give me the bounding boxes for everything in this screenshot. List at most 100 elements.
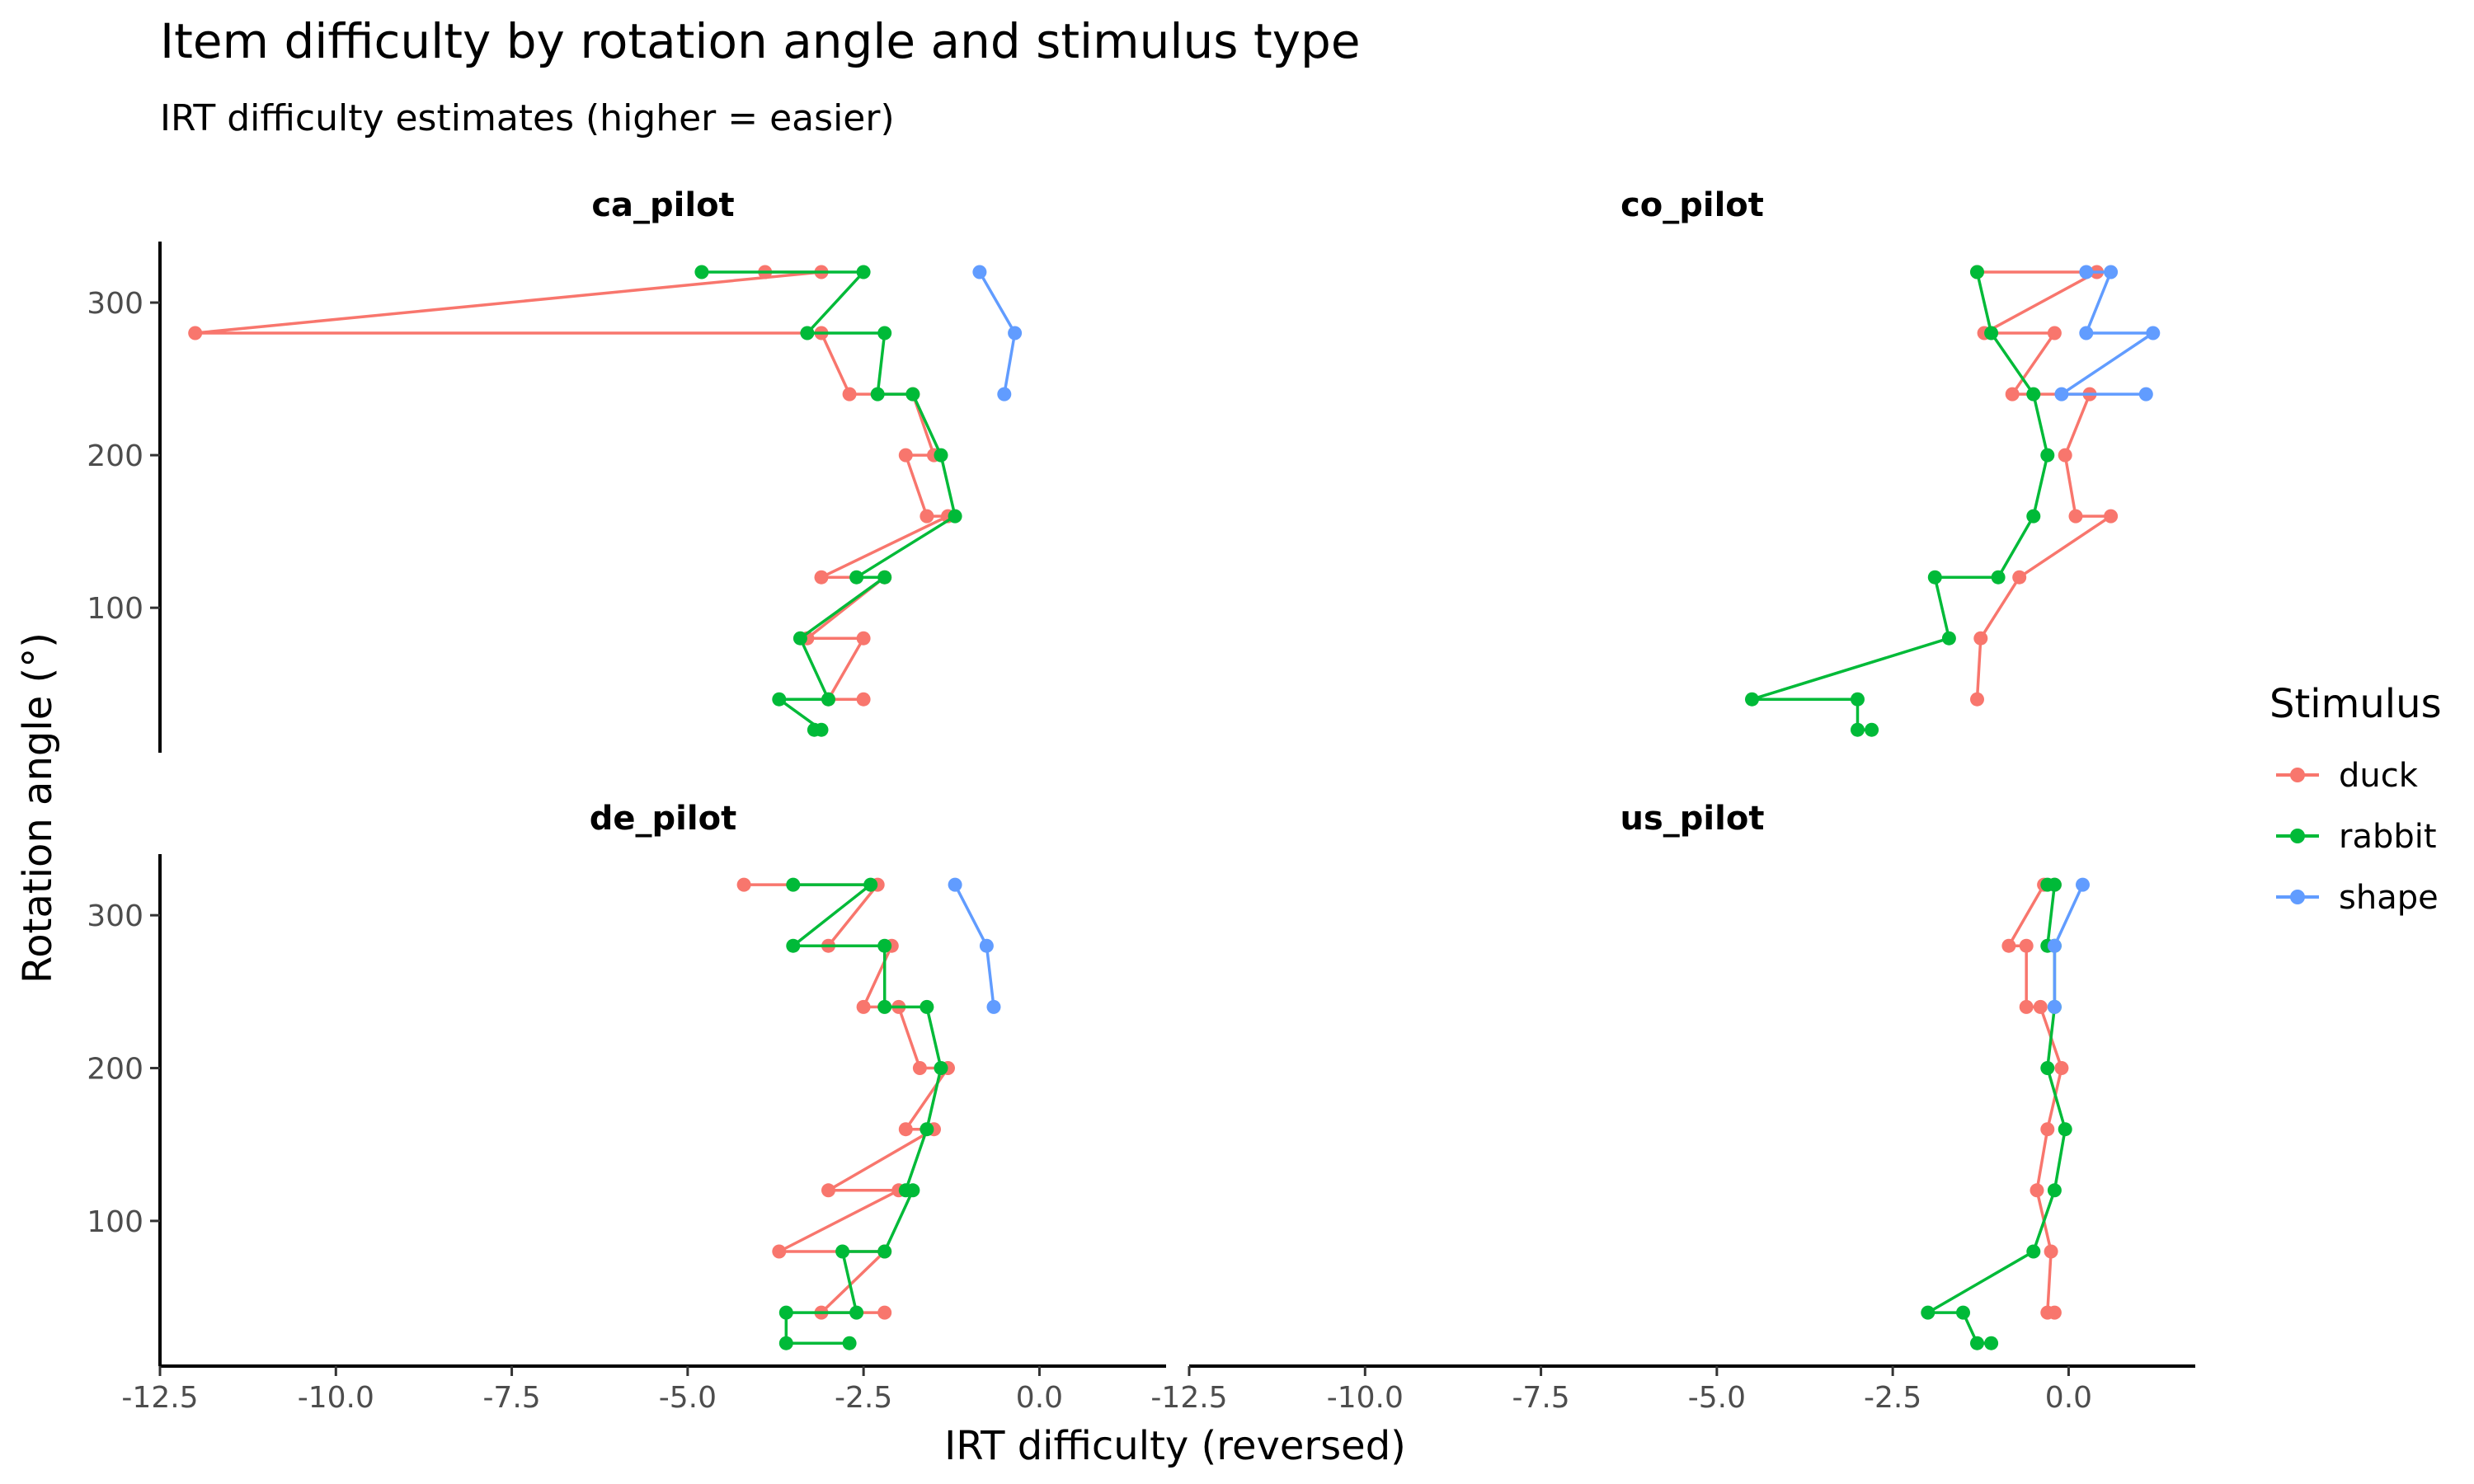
data-point-duck xyxy=(912,1061,927,1075)
data-point-rabbit xyxy=(778,1336,793,1350)
data-point-rabbit xyxy=(814,722,829,737)
facet-strip-label: co_pilot xyxy=(1620,186,1764,224)
data-point-rabbit xyxy=(934,448,948,463)
data-point-shape xyxy=(2054,387,2069,402)
data-point-duck xyxy=(2044,1244,2058,1259)
facet-de_pilot: de_pilot 100 200 300 -12.5 -10.0 -7.5 -5.0 -2.5 0… xyxy=(87,800,1166,1415)
data-point-rabbit xyxy=(800,326,815,340)
legend: Stimulus duck rabbit shape xyxy=(2269,681,2442,917)
facet-co_pilot: co_pilot xyxy=(1620,186,2161,737)
y-tick-label: 100 xyxy=(87,1205,143,1239)
data-point-rabbit xyxy=(786,877,801,892)
legend-key-point xyxy=(2290,768,2305,782)
series-shape xyxy=(972,265,1023,402)
x-tick-label: 0.0 xyxy=(2045,1381,2092,1415)
data-point-rabbit xyxy=(1745,692,1759,707)
y-tick-label: 100 xyxy=(87,592,143,626)
data-point-rabbit xyxy=(821,692,835,707)
data-point-duck xyxy=(2047,326,2062,340)
data-point-rabbit xyxy=(842,1336,857,1350)
x-axis-title: IRT difficulty (reversed) xyxy=(944,1423,1406,1469)
x-tick-label: -10.0 xyxy=(1327,1381,1404,1415)
data-point-rabbit xyxy=(849,1305,864,1320)
data-point-duck xyxy=(877,1305,892,1320)
facet-ca_pilot: ca_pilot 100 200 300 xyxy=(87,186,1023,753)
series-line-rabbit xyxy=(701,270,957,731)
series-line-rabbit xyxy=(1750,271,2049,731)
data-point-rabbit xyxy=(1984,1336,1999,1350)
data-point-rabbit xyxy=(856,265,871,279)
data-point-shape xyxy=(2079,326,2094,340)
legend-entry-rabbit: rabbit xyxy=(2276,818,2437,856)
data-point-duck xyxy=(2040,1122,2055,1137)
legend-title: Stimulus xyxy=(2269,681,2442,727)
data-point-shape xyxy=(979,938,994,953)
series-rabbit xyxy=(694,265,962,737)
facet-strip-label: us_pilot xyxy=(1620,800,1765,838)
data-point-duck xyxy=(772,1244,787,1259)
data-point-rabbit xyxy=(948,509,962,524)
x-tick-label: -7.5 xyxy=(482,1381,540,1415)
legend-label: shape xyxy=(2339,879,2439,917)
data-point-rabbit xyxy=(877,326,892,340)
data-point-rabbit xyxy=(778,1305,793,1320)
data-point-shape xyxy=(997,387,1012,402)
data-point-shape xyxy=(2047,938,2062,953)
data-point-rabbit xyxy=(1865,722,1879,737)
data-point-rabbit xyxy=(920,999,934,1014)
series-rabbit xyxy=(1745,265,2055,737)
data-point-rabbit xyxy=(2040,448,2055,463)
data-point-duck xyxy=(2033,999,2048,1014)
data-point-duck xyxy=(898,448,913,463)
data-point-rabbit xyxy=(1956,1305,1970,1320)
x-tick-label: -12.5 xyxy=(1150,1381,1227,1415)
data-point-rabbit xyxy=(877,999,892,1014)
x-tick-label: 0.0 xyxy=(1016,1381,1063,1415)
data-point-duck xyxy=(2019,938,2034,953)
series-shape xyxy=(2054,265,2161,402)
y-axis-title: Rotation angle (°) xyxy=(15,632,61,984)
chart-subtitle: IRT difficulty estimates (higher = easie… xyxy=(160,97,895,139)
data-point-rabbit xyxy=(2026,1244,2041,1259)
series-line-duck xyxy=(193,270,950,701)
series-line-rabbit xyxy=(784,883,943,1345)
series-line-shape xyxy=(2060,270,2155,396)
data-point-duck xyxy=(920,509,934,524)
y-tick-label: 200 xyxy=(87,1053,143,1087)
data-point-rabbit xyxy=(2058,1122,2072,1137)
data-point-duck xyxy=(842,387,857,402)
data-point-rabbit xyxy=(898,1183,913,1198)
legend-label: rabbit xyxy=(2339,818,2437,856)
series-line-duck xyxy=(1975,270,2113,700)
y-tick-label: 200 xyxy=(87,439,143,473)
legend-entry-duck: duck xyxy=(2276,757,2419,795)
x-tick-label: -2.5 xyxy=(1864,1381,1921,1415)
data-point-rabbit xyxy=(863,877,878,892)
data-point-shape xyxy=(972,265,987,279)
data-point-rabbit xyxy=(1851,722,1865,737)
data-point-duck xyxy=(2005,387,2020,402)
data-point-rabbit xyxy=(1927,570,1942,585)
data-point-rabbit xyxy=(835,1244,850,1259)
data-point-rabbit xyxy=(877,1244,892,1259)
series-line-rabbit xyxy=(1926,883,2067,1345)
x-tick-label: -7.5 xyxy=(1512,1381,1569,1415)
data-point-duck xyxy=(188,326,203,340)
data-point-shape xyxy=(2079,265,2094,279)
facet-panels: ca_pilot 100 200 300 co_pilot de_pilot 100 200 3… xyxy=(87,186,2195,1415)
x-tick-label: -10.0 xyxy=(298,1381,374,1415)
data-point-rabbit xyxy=(877,570,892,585)
data-point-duck xyxy=(2040,1305,2055,1320)
data-point-rabbit xyxy=(2040,1061,2055,1075)
data-point-duck xyxy=(2068,509,2083,524)
series-duck xyxy=(1970,265,2119,707)
data-point-rabbit xyxy=(694,265,709,279)
chart-title: Item difficulty by rotation angle and st… xyxy=(160,13,1361,69)
legend-entry-shape: shape xyxy=(2276,879,2439,917)
data-point-rabbit xyxy=(1970,1336,1984,1350)
data-point-duck xyxy=(814,570,829,585)
facet-strip-label: de_pilot xyxy=(590,800,736,838)
data-point-duck xyxy=(2012,570,2027,585)
y-tick-label: 300 xyxy=(87,899,143,933)
